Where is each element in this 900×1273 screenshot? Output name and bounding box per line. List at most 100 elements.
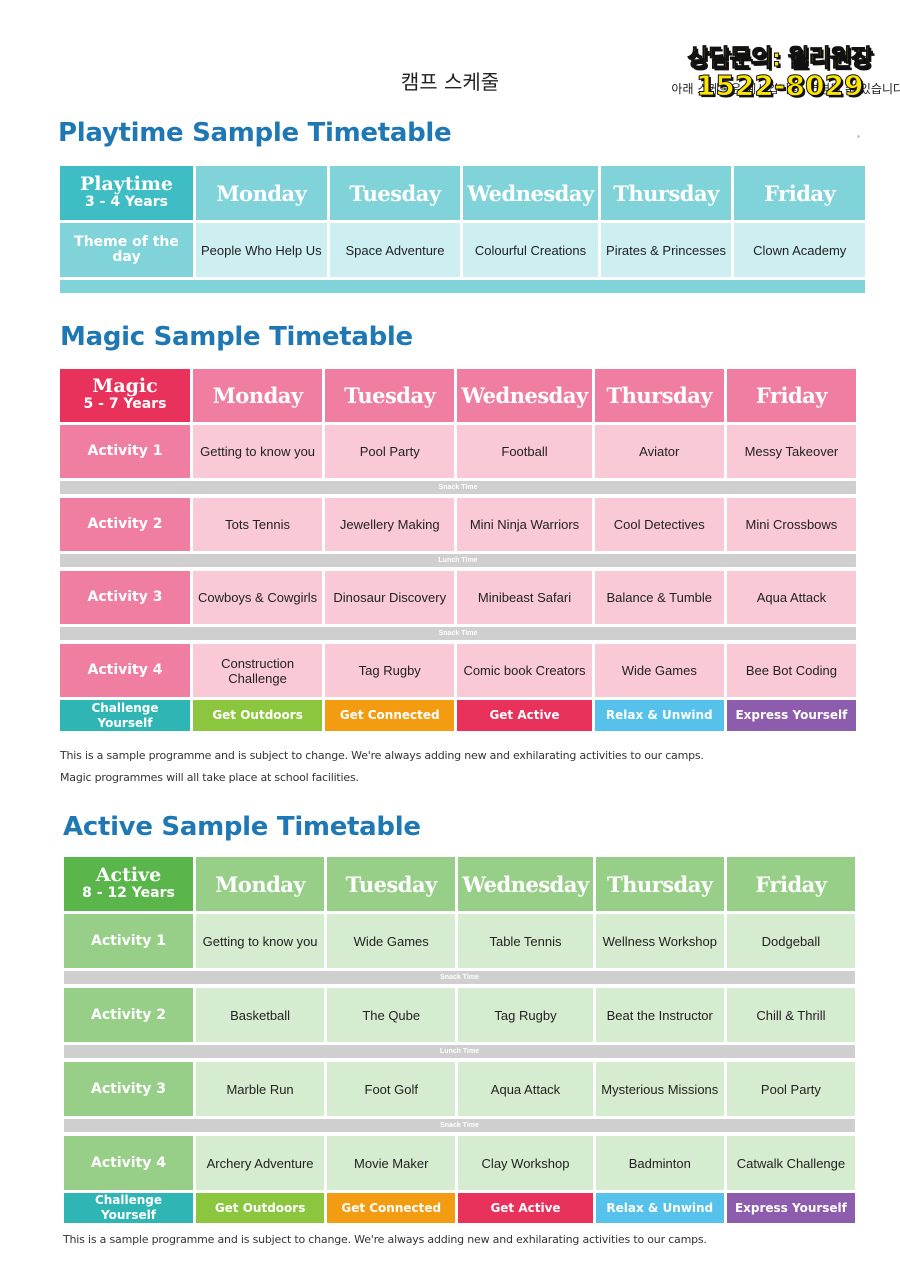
activity-cell: Archery Adventure [196, 1136, 325, 1190]
magic-table: Magic 5 - 7 Years Monday Tuesday Wednesday Th… [60, 369, 856, 731]
activity-cell: Wellness Workshop [595, 914, 724, 968]
break-strip: Snack Time [60, 627, 856, 640]
activity-cell: Messy Takeover [726, 425, 856, 478]
activity-cell: Getting to know you [196, 914, 325, 968]
category-badge: Get Connected [327, 1193, 456, 1223]
activity-cell: The Qube [327, 988, 456, 1042]
activity-cell: Football [457, 425, 592, 478]
day-header-thursday: Thursday [600, 166, 732, 220]
playtime-title: Playtime Sample Timetable [58, 118, 452, 148]
activity-cell: Clay Workshop [458, 1136, 593, 1190]
activity-label: Activity 2 [60, 498, 190, 551]
activity-cell: Mini Crossbows [726, 498, 856, 551]
day-header-wednesday: Wednesday [457, 369, 592, 422]
playtime-corner-name: Playtime [79, 172, 174, 195]
activity-cell: Minibeast Safari [457, 571, 592, 624]
active-corner-name: Active [95, 863, 162, 886]
active-note-1: This is a sample programme and is subjec… [63, 1233, 707, 1246]
day-header-monday: Monday [196, 857, 325, 911]
decorative-dot [857, 135, 860, 138]
day-header-friday: Friday [726, 857, 855, 911]
contact-label: 상담문의: 윌리원장 [687, 44, 874, 73]
activity-cell: Basketball [196, 988, 325, 1042]
magic-corner-cell: Magic 5 - 7 Years [60, 369, 190, 422]
active-corner-cell: Active 8 - 12 Years [64, 857, 193, 911]
activity-cell: Bee Bot Coding [726, 644, 856, 697]
theme-cell: Colourful Creations [463, 223, 598, 277]
category-badge: Challenge Yourself [60, 700, 190, 731]
activity-cell: Tag Rugby [458, 988, 593, 1042]
day-header-friday: Friday [726, 369, 856, 422]
theme-cell: Clown Academy [734, 223, 865, 277]
theme-label: Theme of the day [60, 223, 193, 277]
activity-cell: Wide Games [594, 644, 724, 697]
activity-cell: Cowboys & Cowgirls [193, 571, 323, 624]
category-badge: Challenge Yourself [64, 1193, 193, 1223]
contact-phone[interactable]: 1522-8029 [695, 69, 864, 103]
day-header-tuesday: Tuesday [325, 369, 455, 422]
day-header-wednesday: Wednesday [458, 857, 593, 911]
activity-cell: Getting to know you [193, 425, 323, 478]
activity-cell: Dinosaur Discovery [325, 571, 455, 624]
day-header-tuesday: Tuesday [329, 166, 461, 220]
activity-cell: Table Tennis [458, 914, 593, 968]
playtime-corner-cell: Playtime 3 - 4 Years [60, 166, 193, 220]
active-table: Active 8 - 12 Years Monday Tuesday Wednesday… [64, 857, 855, 1223]
activity-cell: Balance & Tumble [594, 571, 724, 624]
category-badge: Express Yourself [726, 1193, 855, 1223]
break-strip: Lunch Time [64, 1045, 855, 1058]
category-badge: Express Yourself [726, 700, 856, 731]
theme-cell: People Who Help Us [196, 223, 327, 277]
activity-cell: Comic book Creators [457, 644, 592, 697]
activity-label: Activity 1 [64, 914, 193, 968]
activity-cell: Tag Rugby [325, 644, 455, 697]
playtime-corner-age: 3 - 4 Years [85, 193, 168, 210]
activity-cell: Cool Detectives [594, 498, 724, 551]
category-badge: Get Active [457, 700, 592, 731]
category-badge: Get Outdoors [196, 1193, 325, 1223]
activity-label: Activity 1 [60, 425, 190, 478]
activity-cell: Construction Challenge [193, 644, 323, 697]
active-title: Active Sample Timetable [63, 812, 421, 842]
activity-cell: Mini Ninja Warriors [457, 498, 592, 551]
activity-cell: Mysterious Missions [595, 1062, 724, 1116]
break-strip: Snack Time [64, 1119, 855, 1132]
activity-cell: Beat the Instructor [595, 988, 724, 1042]
activity-cell: Jewellery Making [325, 498, 455, 551]
contact-banner: 상담문의: 윌리원장 1522-8029 아래 스케줄은 예시입니다. 변경될 … [671, 38, 900, 103]
day-header-thursday: Thursday [595, 857, 724, 911]
break-strip: Lunch Time [60, 554, 856, 567]
theme-cell: Pirates & Princesses [600, 223, 732, 277]
category-badge: Get Connected [325, 700, 455, 731]
category-badge: Relax & Unwind [594, 700, 724, 731]
playtime-table: Playtime 3 - 4 Years Monday Tuesday Wednesda… [60, 166, 865, 293]
day-header-friday: Friday [734, 166, 865, 220]
activity-label: Activity 3 [60, 571, 190, 624]
category-badge: Get Active [458, 1193, 593, 1223]
day-header-monday: Monday [193, 369, 323, 422]
magic-corner-age: 5 - 7 Years [83, 396, 167, 412]
activity-cell: Movie Maker [327, 1136, 456, 1190]
activity-cell: Aqua Attack [458, 1062, 593, 1116]
activity-cell: Dodgeball [726, 914, 855, 968]
activity-cell: Wide Games [327, 914, 456, 968]
activity-cell: Foot Golf [327, 1062, 456, 1116]
activity-cell: Pool Party [726, 1062, 855, 1116]
activity-cell: Pool Party [325, 425, 455, 478]
activity-cell: Aqua Attack [726, 571, 856, 624]
playtime-footer-strip [60, 280, 865, 293]
activity-label: Activity 2 [64, 988, 193, 1042]
activity-label: Activity 4 [64, 1136, 193, 1190]
break-strip: Snack Time [64, 971, 855, 984]
category-badge: Get Outdoors [193, 700, 323, 731]
activity-cell: Chill & Thrill [726, 988, 855, 1042]
page-title: 캠프 스케줄 [400, 70, 500, 94]
activity-cell: Aviator [594, 425, 724, 478]
activity-cell: Marble Run [196, 1062, 325, 1116]
activity-cell: Tots Tennis [193, 498, 323, 551]
break-strip: Snack Time [60, 481, 856, 494]
day-header-tuesday: Tuesday [327, 857, 456, 911]
magic-title: Magic Sample Timetable [60, 322, 413, 352]
category-badge: Relax & Unwind [595, 1193, 724, 1223]
activity-label: Activity 4 [60, 644, 190, 697]
